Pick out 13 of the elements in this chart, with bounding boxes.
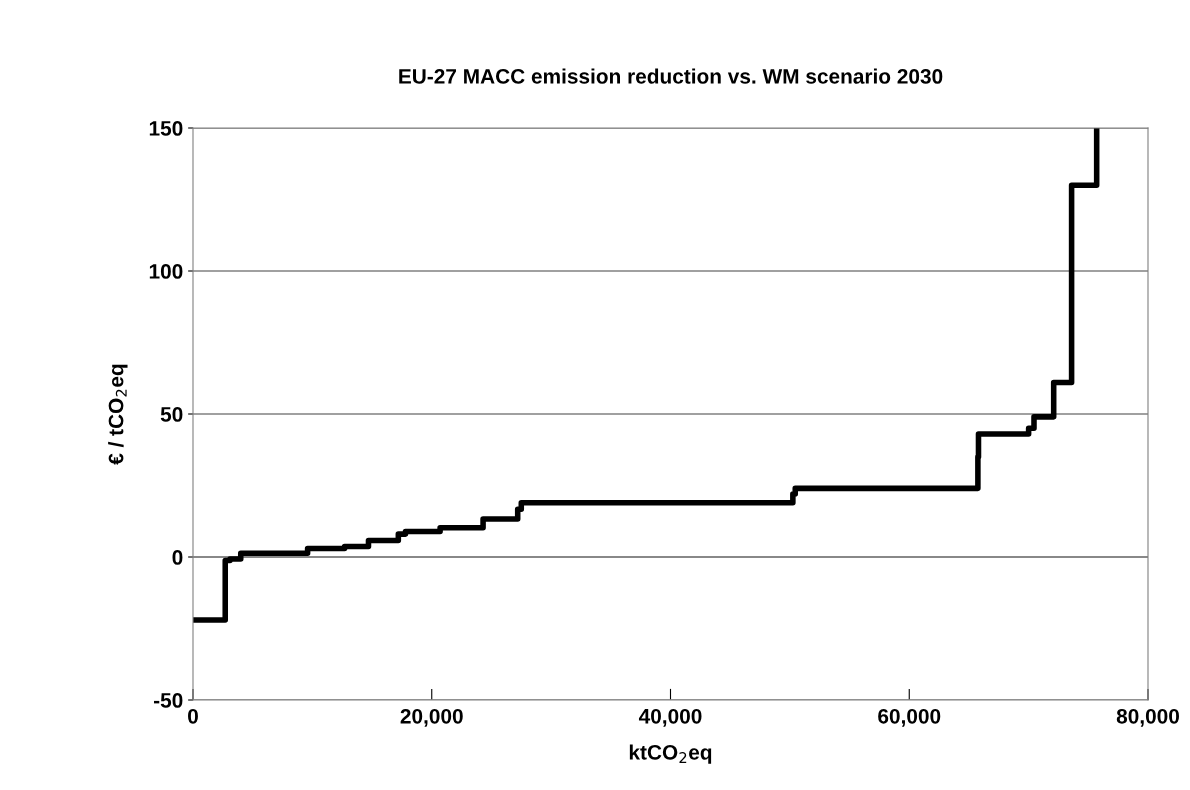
y-tick-label: 150 (149, 121, 183, 136)
x-tick-label: 0 (188, 708, 198, 724)
y-tick-label: 50 (160, 407, 183, 422)
y-axis-title: € / tCO$_{2}$eq (108, 364, 128, 465)
y-tick-label: 0 (172, 550, 183, 565)
y-tick-label: 100 (149, 264, 183, 279)
x-tick-label: 60,000 (878, 708, 941, 727)
x-tick-label: 40,000 (638, 708, 702, 727)
y-tick-label: -50 (153, 693, 183, 708)
x-axis-title: ktCO$_{2}$eq (629, 744, 712, 764)
x-tick-label: 80,000 (1116, 708, 1180, 727)
x-tick-label: 20,000 (400, 708, 463, 727)
chart-title: EU-27 MACC emission reduction vs. WM scenario 2030 (399, 68, 943, 84)
